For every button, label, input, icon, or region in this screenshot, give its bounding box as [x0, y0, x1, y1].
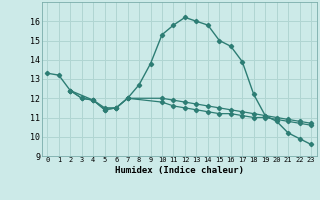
X-axis label: Humidex (Indice chaleur): Humidex (Indice chaleur): [115, 166, 244, 175]
